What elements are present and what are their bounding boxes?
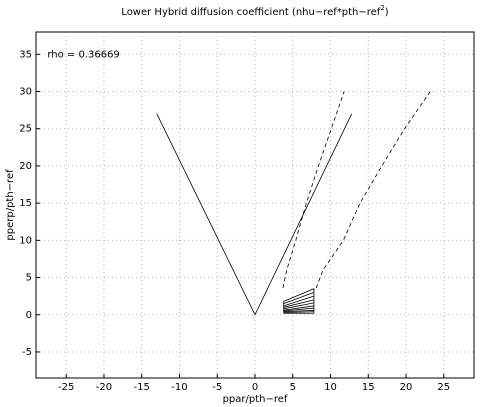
title-close: ) [385, 7, 389, 18]
y-tick-label: 5 [26, 273, 32, 284]
series-line [283, 295, 315, 307]
title-text: Lower Hybrid diffusion coefficient (nhu−… [121, 7, 381, 18]
plot-frame [35, 31, 475, 379]
x-tick-label: -20 [96, 382, 112, 393]
series-line [283, 311, 314, 313]
series-line [315, 91, 431, 289]
y-tick-label: 15 [19, 198, 32, 209]
x-tick-label: -10 [171, 382, 187, 393]
x-tick-label: 0 [252, 382, 258, 393]
title-superscript: 2 [380, 4, 384, 12]
annotation: rho = 0.36669 [47, 49, 119, 60]
y-tick-label: -5 [22, 347, 32, 358]
y-axis-label: pperp/pth−ref [5, 169, 16, 241]
series-line [283, 305, 314, 311]
series-line [283, 292, 315, 304]
x-tick-label: 25 [437, 382, 450, 393]
x-tick-label: -25 [58, 382, 74, 393]
series-line [156, 113, 353, 316]
series-line [283, 299, 314, 308]
y-tick-label: 20 [19, 161, 32, 172]
y-tick-label: 0 [26, 310, 32, 321]
x-tick-label: 20 [400, 382, 413, 393]
series-line [283, 302, 314, 310]
y-tick-label: 30 [19, 87, 32, 98]
y-tick-label: 35 [19, 49, 32, 60]
series-line [282, 91, 345, 289]
x-tick-label: 5 [290, 382, 296, 393]
y-tick-label: 10 [19, 235, 32, 246]
series-line [283, 307, 314, 312]
x-axis-label: ppar/pth−ref [223, 394, 288, 405]
x-tick-label: -5 [212, 382, 222, 393]
x-tick-label: 15 [362, 382, 375, 393]
series-line [283, 309, 314, 313]
series-line [283, 288, 315, 314]
y-tick-label: 25 [19, 124, 32, 135]
chart-title: Lower Hybrid diffusion coefficient (nhu−… [121, 4, 389, 18]
x-tick-label: 10 [324, 382, 337, 393]
x-tick-label: -15 [134, 382, 150, 393]
